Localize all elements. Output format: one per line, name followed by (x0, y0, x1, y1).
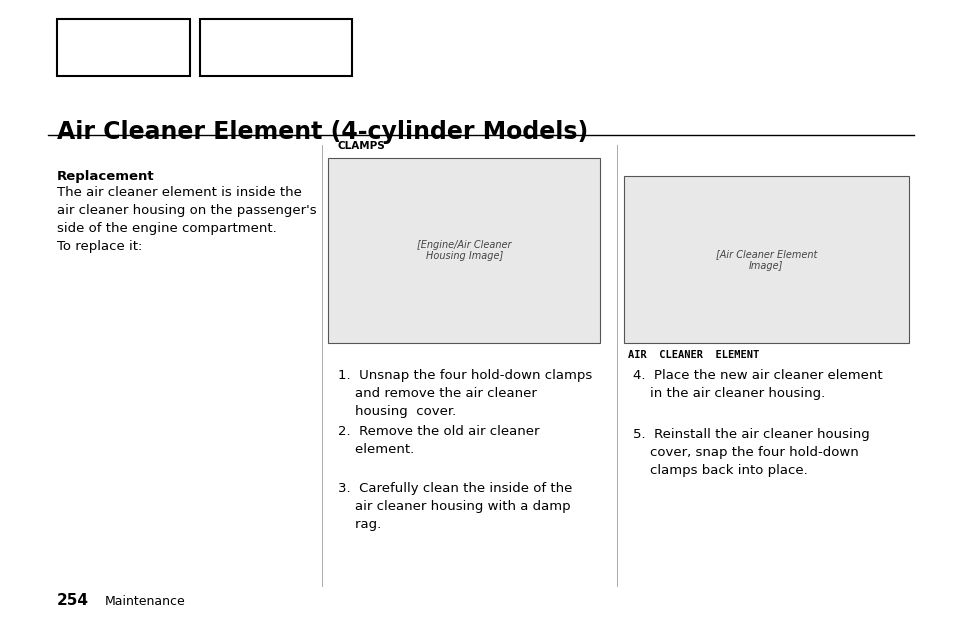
Text: The air cleaner element is inside the
air cleaner housing on the passenger's
sid: The air cleaner element is inside the ai… (57, 186, 316, 253)
Text: Air Cleaner Element (4-cylinder Models): Air Cleaner Element (4-cylinder Models) (57, 120, 588, 144)
FancyBboxPatch shape (57, 19, 191, 76)
FancyBboxPatch shape (328, 158, 599, 343)
Text: Maintenance: Maintenance (105, 595, 185, 608)
Text: 254: 254 (57, 593, 89, 608)
Text: 5.  Reinstall the air cleaner housing
    cover, snap the four hold-down
    cla: 5. Reinstall the air cleaner housing cov… (633, 428, 869, 478)
FancyBboxPatch shape (200, 19, 352, 76)
Text: 4.  Place the new air cleaner element
    in the air cleaner housing.: 4. Place the new air cleaner element in … (633, 369, 882, 399)
Text: 2.  Remove the old air cleaner
    element.: 2. Remove the old air cleaner element. (337, 425, 538, 456)
Text: 1.  Unsnap the four hold-down clamps
    and remove the air cleaner
    housing : 1. Unsnap the four hold-down clamps and … (337, 369, 592, 418)
Text: [Engine/Air Cleaner
Housing Image]: [Engine/Air Cleaner Housing Image] (416, 239, 511, 261)
FancyBboxPatch shape (623, 176, 908, 343)
Text: [Air Cleaner Element
Image]: [Air Cleaner Element Image] (715, 249, 816, 271)
Text: CLAMPS: CLAMPS (337, 141, 385, 151)
Text: Replacement: Replacement (57, 170, 154, 183)
Text: 3.  Carefully clean the inside of the
    air cleaner housing with a damp
    ra: 3. Carefully clean the inside of the air… (337, 482, 572, 531)
Text: AIR  CLEANER  ELEMENT: AIR CLEANER ELEMENT (628, 350, 759, 360)
